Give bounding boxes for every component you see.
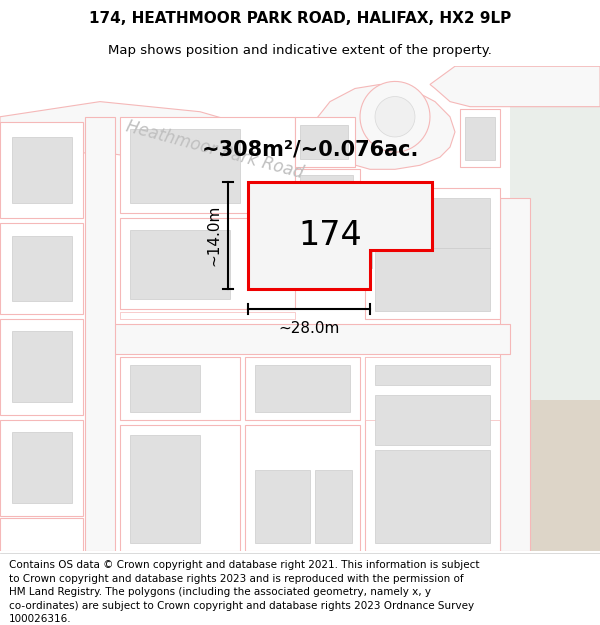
Polygon shape xyxy=(0,102,310,178)
Polygon shape xyxy=(365,357,500,420)
Polygon shape xyxy=(245,425,360,551)
Text: Contains OS data © Crown copyright and database right 2021. This information is : Contains OS data © Crown copyright and d… xyxy=(9,560,479,624)
Polygon shape xyxy=(0,122,83,218)
Polygon shape xyxy=(375,394,490,445)
Text: Map shows position and indicative extent of the property.: Map shows position and indicative extent… xyxy=(108,44,492,57)
Text: 174: 174 xyxy=(298,219,362,252)
Polygon shape xyxy=(375,366,490,384)
Polygon shape xyxy=(295,117,355,168)
Polygon shape xyxy=(430,66,600,107)
Polygon shape xyxy=(130,129,240,202)
Text: ~14.0m: ~14.0m xyxy=(206,205,221,266)
Polygon shape xyxy=(245,357,360,420)
Polygon shape xyxy=(0,518,83,551)
Polygon shape xyxy=(420,198,490,248)
Polygon shape xyxy=(500,198,530,551)
Polygon shape xyxy=(90,324,510,354)
Polygon shape xyxy=(0,223,83,314)
Polygon shape xyxy=(255,366,350,412)
Polygon shape xyxy=(375,97,415,137)
Polygon shape xyxy=(375,248,490,311)
Text: ~28.0m: ~28.0m xyxy=(278,321,340,336)
Polygon shape xyxy=(283,198,372,268)
Polygon shape xyxy=(130,435,200,543)
Polygon shape xyxy=(300,125,348,159)
Polygon shape xyxy=(365,357,500,551)
Polygon shape xyxy=(375,450,490,543)
Polygon shape xyxy=(130,366,200,412)
Text: ~308m²/~0.076ac.: ~308m²/~0.076ac. xyxy=(202,139,419,159)
Polygon shape xyxy=(12,137,72,202)
Polygon shape xyxy=(120,312,295,319)
Polygon shape xyxy=(300,84,455,169)
Polygon shape xyxy=(365,188,500,319)
Polygon shape xyxy=(510,66,600,551)
Polygon shape xyxy=(0,420,83,516)
Polygon shape xyxy=(85,117,115,551)
Polygon shape xyxy=(120,117,295,212)
Polygon shape xyxy=(12,432,72,502)
Polygon shape xyxy=(12,331,72,402)
Polygon shape xyxy=(300,176,353,210)
Polygon shape xyxy=(465,117,495,160)
Polygon shape xyxy=(130,230,230,299)
Polygon shape xyxy=(510,400,600,551)
Text: Heathmoor Park Road: Heathmoor Park Road xyxy=(124,118,306,182)
Polygon shape xyxy=(315,471,352,543)
Polygon shape xyxy=(360,81,430,152)
Text: 174, HEATHMOOR PARK ROAD, HALIFAX, HX2 9LP: 174, HEATHMOOR PARK ROAD, HALIFAX, HX2 9… xyxy=(89,11,511,26)
Polygon shape xyxy=(248,182,432,289)
Polygon shape xyxy=(255,471,310,543)
Polygon shape xyxy=(460,109,500,168)
Polygon shape xyxy=(12,236,72,301)
Polygon shape xyxy=(120,217,295,309)
Polygon shape xyxy=(0,319,83,415)
Polygon shape xyxy=(120,425,240,551)
Polygon shape xyxy=(120,357,240,420)
Polygon shape xyxy=(295,169,360,217)
